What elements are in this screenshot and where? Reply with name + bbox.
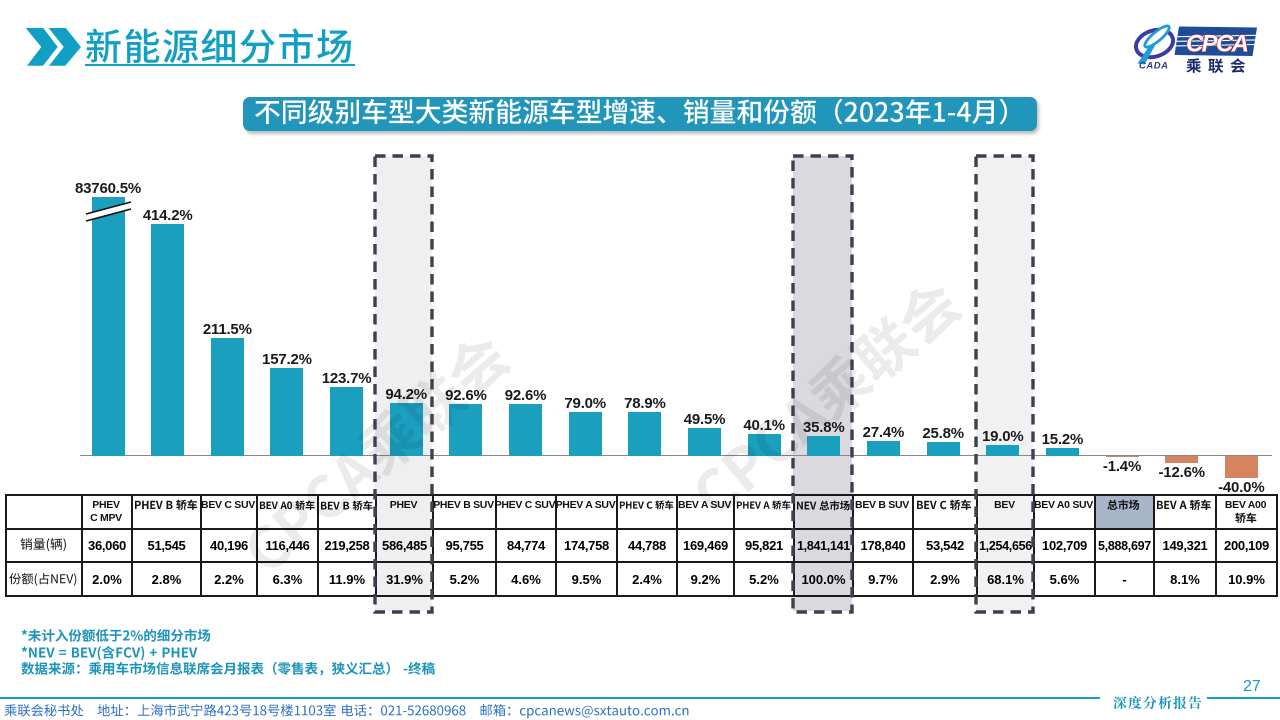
svg-text:CADA: CADA bbox=[1139, 61, 1168, 72]
svg-text:CPCA: CPCA bbox=[1186, 31, 1249, 58]
